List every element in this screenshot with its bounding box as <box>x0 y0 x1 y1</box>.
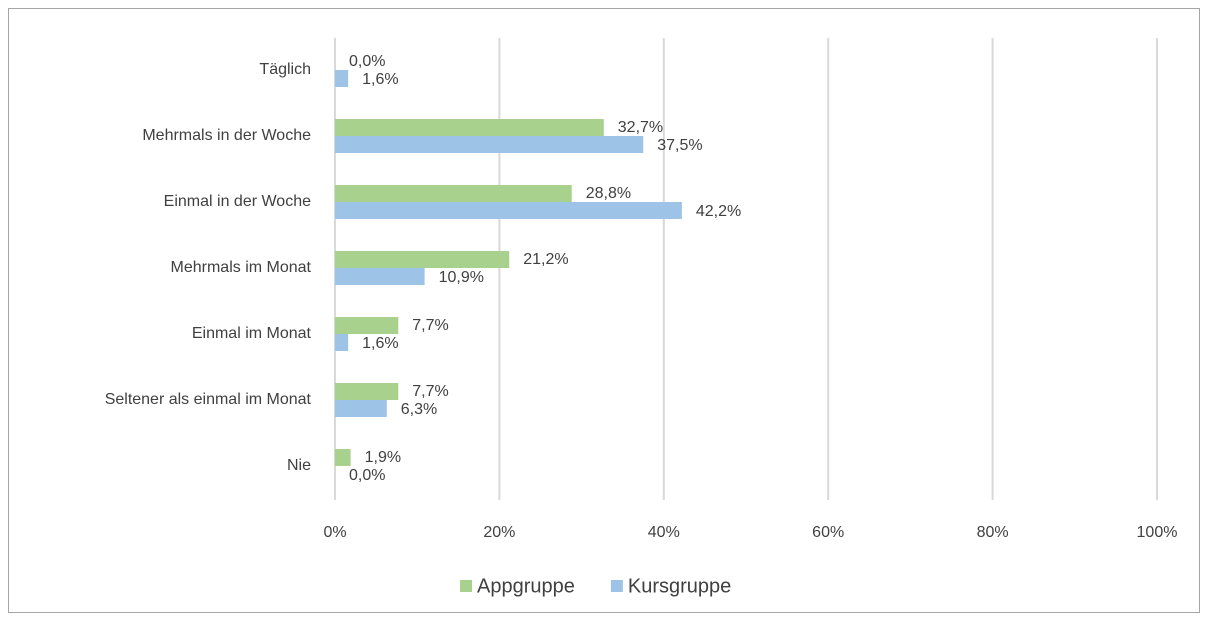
data-label: 42,2% <box>696 203 741 220</box>
bar <box>335 334 349 351</box>
bar <box>335 202 682 219</box>
data-label: 0,0% <box>349 53 385 70</box>
chart-border <box>8 8 1200 613</box>
data-label: 1,6% <box>362 335 398 352</box>
y-tick-label: Täglich <box>259 61 311 78</box>
data-label: 1,9% <box>365 449 401 466</box>
data-label: 0,0% <box>349 467 385 484</box>
x-tick-label: 40% <box>648 524 680 541</box>
legend-label: Kursgruppe <box>628 575 731 597</box>
y-tick-label: Seltener als einmal im Monat <box>105 391 312 408</box>
legend-label: Appgruppe <box>477 575 575 597</box>
bar <box>335 119 604 136</box>
y-tick-label: Mehrmals in der Woche <box>142 127 311 144</box>
x-tick-label: 20% <box>483 524 515 541</box>
legend-swatch <box>610 580 623 592</box>
bar <box>335 400 387 417</box>
bar <box>335 383 399 400</box>
data-label: 7,7% <box>412 317 448 334</box>
y-tick-label: Einmal im Monat <box>192 325 312 342</box>
data-label: 1,6% <box>362 71 398 88</box>
data-label: 10,9% <box>439 269 484 286</box>
bar <box>335 268 425 285</box>
y-tick-label: Nie <box>287 457 311 474</box>
bar <box>335 70 349 87</box>
legend-swatch <box>460 580 472 592</box>
data-label: 32,7% <box>618 119 663 136</box>
data-label: 7,7% <box>412 383 448 400</box>
data-label: 21,2% <box>523 251 568 268</box>
x-tick-label: 0% <box>323 524 346 541</box>
data-label: 37,5% <box>657 137 702 154</box>
x-tick-label: 100% <box>1137 524 1178 541</box>
x-tick-label: 60% <box>812 524 844 541</box>
y-tick-label: Mehrmals im Monat <box>171 259 312 276</box>
bar <box>335 317 399 334</box>
data-label: 6,3% <box>401 401 437 418</box>
data-label: 28,8% <box>586 185 631 202</box>
bar <box>335 449 351 466</box>
y-tick-label: Einmal in der Woche <box>164 193 311 210</box>
bar <box>335 251 510 268</box>
bar <box>335 185 572 202</box>
x-tick-label: 80% <box>977 524 1009 541</box>
bar <box>335 136 644 153</box>
